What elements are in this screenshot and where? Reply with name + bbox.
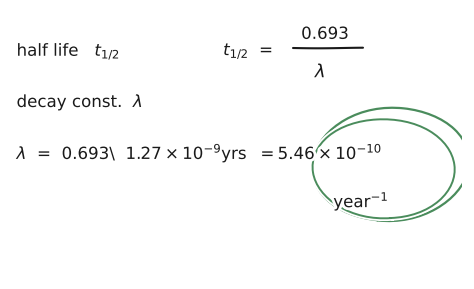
Text: $\lambda$: $\lambda$ [315,63,327,81]
Text: half life   $t_{1/2}$: half life $t_{1/2}$ [17,40,120,62]
Text: $0.693$: $0.693$ [301,25,349,43]
Text: $\mathrm{year^{-1}}$: $\mathrm{year^{-1}}$ [333,189,389,213]
Text: decay const.  $\lambda$: decay const. $\lambda$ [17,91,143,113]
Text: $t_{1/2}$  =: $t_{1/2}$ = [223,40,273,62]
Text: $\lambda$  =  $0.693$\  $1.27\times10^{-9}$yrs  $= 5.46\times10^{-10}$: $\lambda$ = $0.693$\ $1.27\times10^{-9}$… [17,141,383,165]
